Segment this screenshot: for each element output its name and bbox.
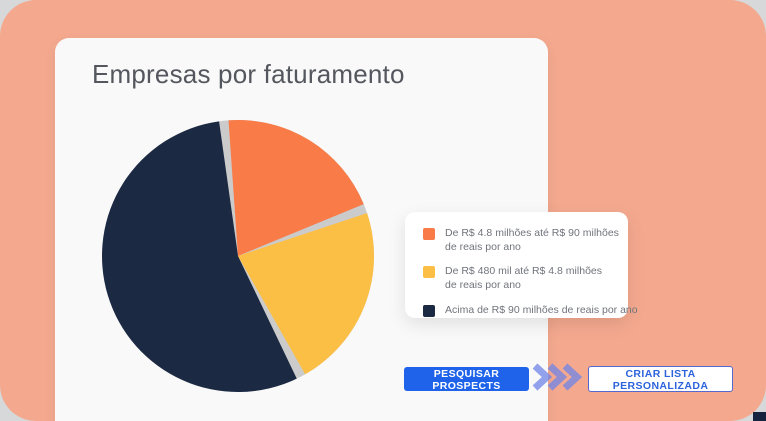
legend-item-navy: Acima de R$ 90 milhões de reais por ano [423,304,638,318]
pie-slice [102,121,297,392]
pesquisar-prospects-button[interactable]: PESQUISAR PROSPECTS [404,367,529,392]
chevron-right-icon [562,363,583,391]
triple-chevron-icon [531,363,587,391]
criar-lista-personalizada-button[interactable]: CRIAR LISTA PERSONALIZADA [588,366,733,392]
chevron-right-icon [532,363,553,391]
legend-label-line2: de reais por ano [445,278,521,291]
legend-label-line1: Acima de R$ 90 milhões de reais por ano [445,303,638,316]
legend-label-line1: De R$ 480 mil até R$ 4.8 milhões [445,265,602,278]
legend-label-line1: De R$ 4.8 milhões até R$ 90 milhões [445,227,619,239]
legend-swatch-navy-icon [423,304,435,317]
pie-chart [102,119,375,392]
pie-slices [102,119,375,392]
legend-swatch-yellow-icon [423,266,435,279]
legend-item-orange: De R$ 4.8 milhões até R$ 90 milhões de r… [423,227,628,254]
legend-label: De R$ 480 mil até R$ 4.8 milhões de reai… [445,265,602,292]
legend-card: De R$ 4.8 milhões até R$ 90 milhões de r… [405,212,638,318]
legend-swatch-orange-icon [423,228,435,240]
legend-label: Acima de R$ 90 milhões de reais por ano [445,304,638,318]
legend-item-yellow: De R$ 480 mil até R$ 4.8 milhões de reai… [423,265,628,292]
legend-label: De R$ 4.8 milhões até R$ 90 milhões de r… [445,227,619,254]
cropped-corner-element [753,412,766,421]
page-title: Empresas por faturamento [92,59,405,89]
pie-slice [238,213,375,375]
legend-label-line2: de reais por ano [445,240,521,253]
chevron-right-icon [547,363,568,391]
pie-slice [228,119,364,256]
